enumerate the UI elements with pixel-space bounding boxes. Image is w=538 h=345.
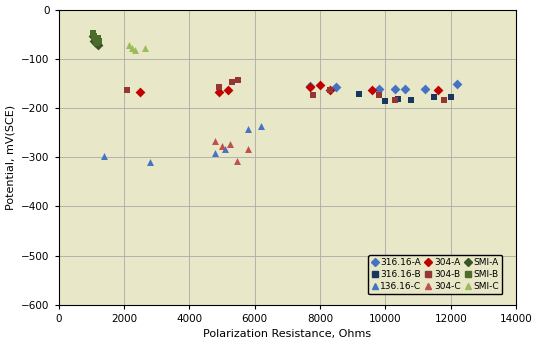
Point [131,48,140,53]
Point [232,158,241,164]
Point [89,33,97,38]
Point [221,146,230,151]
Point [91,35,100,41]
Point [136,89,145,95]
Point [433,87,442,92]
Point [90,38,99,43]
Point [391,87,399,92]
Point [316,82,324,88]
Point [92,40,101,46]
Point [453,82,462,87]
Point [325,87,334,92]
Point [440,97,449,102]
Point [228,80,236,85]
Point [332,85,341,90]
Point [141,45,150,51]
Point [401,87,409,92]
Point [94,35,102,41]
Point [89,30,97,36]
Point [306,83,315,89]
X-axis label: Polarization Resistance, Ohms: Polarization Resistance, Ohms [203,329,371,339]
Point [224,87,233,92]
Point [447,95,455,100]
Point [407,97,416,102]
Point [381,98,390,104]
Point [226,141,235,147]
Point [93,40,101,46]
Point [214,85,223,90]
Point [94,38,103,43]
Point [124,43,133,48]
Point [218,144,226,149]
Point [368,87,377,92]
Y-axis label: Potential, mV(SCE): Potential, mV(SCE) [5,105,16,210]
Point [234,77,243,83]
Point [214,89,223,95]
Point [128,45,136,51]
Point [374,87,383,92]
Point [89,33,98,38]
Point [211,139,220,144]
Point [420,87,429,92]
Point [244,126,252,132]
Point [309,92,318,97]
Point [123,87,131,92]
Point [394,96,403,102]
Point [391,97,399,102]
Point [355,91,364,97]
Point [211,150,220,156]
Point [91,38,100,43]
Point [430,95,438,100]
Point [244,146,252,151]
Point [325,87,334,92]
Point [100,154,109,159]
Point [306,85,315,90]
Point [90,35,99,41]
Point [146,159,154,165]
Point [257,124,265,129]
Point [374,92,383,97]
Point [94,43,102,48]
Legend: 316.16-A, 316.16-B, 136.16-C, 304-A, 304-B, 304-C, SMI-A, SMI-B, SMI-C: 316.16-A, 316.16-B, 136.16-C, 304-A, 304… [369,255,502,294]
